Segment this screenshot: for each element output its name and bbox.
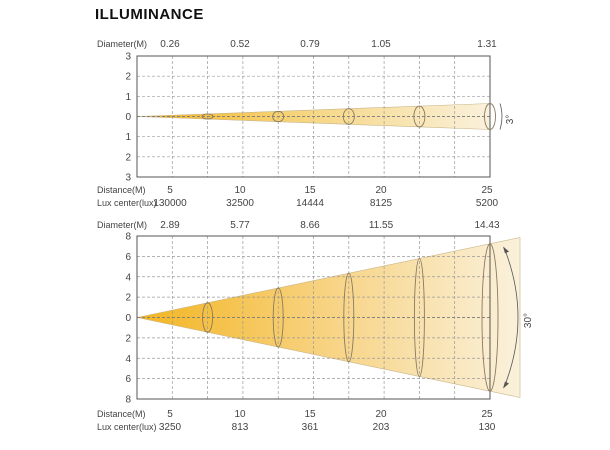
distance-value: 15 (304, 185, 316, 196)
distance-row-label: Distance(M) (97, 409, 146, 419)
beam-cross-section-ellipse (342, 108, 355, 125)
y-tick-label: 6 (125, 374, 131, 385)
plot-frame (136, 55, 491, 178)
lux-center-row-label: Lux center(lux) (97, 198, 157, 208)
beam-cross-section-ellipse (202, 302, 214, 333)
beam-cross-section-ellipse (413, 105, 426, 128)
beam-cross-section-ellipse (343, 272, 355, 363)
beam-angle-arrow (503, 381, 509, 389)
diameter-value: 2.89 (160, 220, 180, 231)
beam-cross-section-ellipse (484, 103, 496, 130)
lux-center-value: 130000 (153, 198, 187, 209)
y-tick-label: 8 (125, 232, 131, 243)
diameter-value: 8.66 (300, 220, 320, 231)
lux-center-value: 130 (479, 422, 496, 433)
lux-center-value: 14444 (296, 198, 324, 209)
diameter-value: 0.79 (300, 39, 320, 50)
diameter-value: 14.43 (474, 220, 499, 231)
distance-row-label: Distance(M) (97, 185, 146, 195)
y-tick-label: 2 (125, 333, 131, 344)
diameter-value: 5.77 (230, 220, 250, 231)
y-tick-label: 0 (125, 313, 131, 324)
lux-center-value: 203 (373, 422, 390, 433)
beam-angle-label: 3° (505, 115, 516, 125)
beam-cross-section-ellipse (272, 287, 284, 348)
diameter-value: 1.31 (477, 39, 497, 50)
beam-cross-section-ellipse (272, 110, 285, 123)
beam-cross-section-ellipse (201, 113, 214, 120)
beam-cross-section-ellipse (481, 243, 499, 392)
lux-center-value: 32500 (226, 198, 254, 209)
y-tick-label: 2 (125, 293, 131, 304)
distance-value: 20 (375, 409, 387, 420)
distance-value: 10 (234, 409, 246, 420)
y-tick-label: 3 (125, 52, 131, 63)
beam-angle-arc (499, 103, 503, 130)
diameter-value: 1.05 (371, 39, 391, 50)
beam-angle-arrow (503, 246, 509, 254)
y-tick-label: 4 (125, 272, 131, 283)
y-tick-label: 0 (125, 112, 131, 123)
distance-value: 20 (375, 185, 387, 196)
lux-center-value: 8125 (370, 198, 393, 209)
y-tick-label: 2 (125, 72, 131, 83)
y-tick-label: 6 (125, 252, 131, 263)
distance-value: 25 (481, 409, 493, 420)
distance-value: 25 (481, 185, 493, 196)
distance-value: 10 (234, 185, 246, 196)
y-tick-label: 4 (125, 354, 131, 365)
y-tick-label: 2 (125, 152, 131, 163)
lux-center-value: 3250 (159, 422, 182, 433)
lux-center-value: 813 (232, 422, 249, 433)
y-tick-label: 1 (125, 92, 131, 103)
diameter-value: 0.26 (160, 39, 180, 50)
distance-value: 15 (304, 409, 316, 420)
diameter-value: 0.52 (230, 39, 250, 50)
diameter-row-label: Diameter(M) (97, 220, 147, 230)
lux-center-value: 361 (302, 422, 319, 433)
diameter-value: 11.55 (369, 220, 394, 231)
beam-angle-arc (503, 247, 519, 388)
distance-value: 5 (167, 409, 173, 420)
diameter-row-label: Diameter(M) (97, 39, 147, 49)
beam-angle-label: 30° (523, 313, 534, 328)
y-tick-label: 8 (125, 395, 131, 406)
plot-frame (136, 235, 491, 400)
lux-center-row-label: Lux center(lux) (97, 422, 157, 432)
page-title: ILLUMINANCE (95, 6, 204, 23)
y-tick-label: 1 (125, 132, 131, 143)
y-tick-label: 3 (125, 173, 131, 184)
lux-center-value: 5200 (476, 198, 499, 209)
beam-cross-section-ellipse (413, 258, 425, 377)
distance-value: 5 (167, 185, 173, 196)
